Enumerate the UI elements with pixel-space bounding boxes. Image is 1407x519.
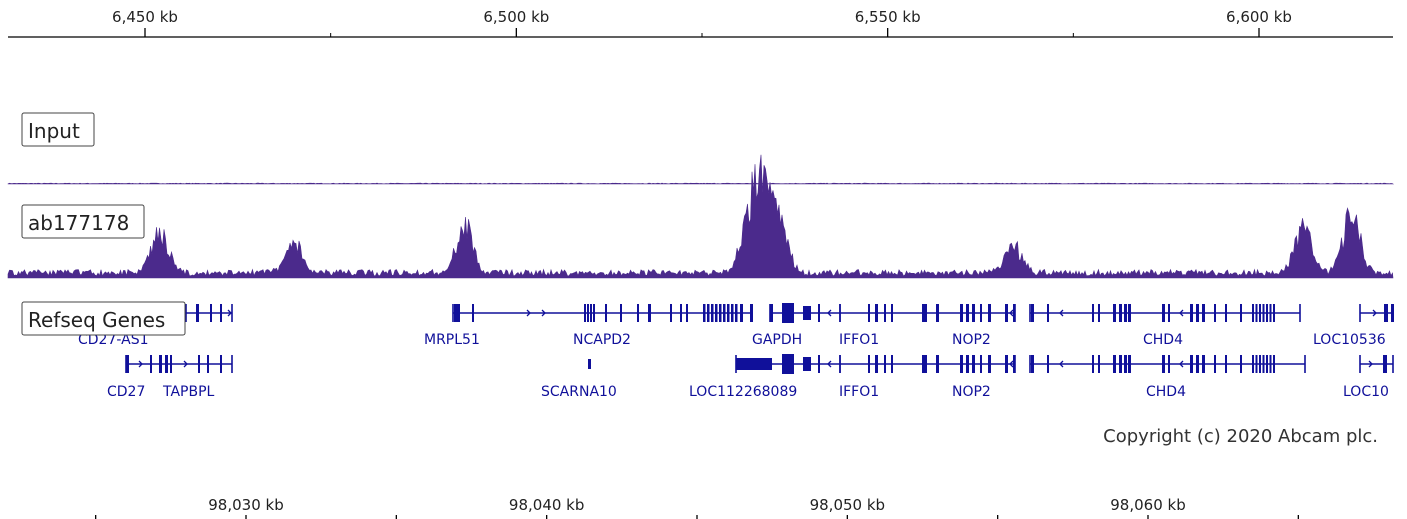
genes-track-label: Refseq Genes [28,308,165,332]
gene-labels-row2: CD27 TAPBPL SCARNA10 LOC112268089 IFFO1 … [107,384,1389,400]
gene-label[interactable]: TAPBPL [162,384,215,400]
gene-models [125,303,1394,374]
bottom-axis-tick-label: 98,060 kb [1110,496,1185,514]
signal-area [7,154,1394,279]
gene-label[interactable]: MRPL51 [424,332,480,348]
input-track-label: Input [28,119,80,143]
chip-track-label-box [21,204,145,239]
bottom-axis-ticks: 98,030 kb 98,040 kb 98,050 kb 98,060 kb [95,496,1299,519]
input-track: Input [7,112,1395,185]
chip-signal [7,154,1394,279]
gene-model[interactable] [839,355,1016,373]
ruler-tick-label: 6,600 kb [1226,8,1292,26]
bottom-axis-tick-label: 98,030 kb [208,496,283,514]
gene-label[interactable]: IFFO1 [839,384,879,400]
gene-model[interactable] [769,303,841,323]
gene-label[interactable]: LOC10 [1343,384,1389,400]
gene-model[interactable] [588,359,591,369]
ruler-tick-label: 6,450 kb [112,8,178,26]
gene-label[interactable]: CHD4 [1146,384,1186,400]
ruler-ticks: 6,450 kb 6,500 kb 6,550 kb 6,600 kb [112,8,1292,37]
gene-model[interactable] [452,304,753,322]
bottom-axis-tick-label: 98,050 kb [810,496,885,514]
gene-label[interactable]: NOP2 [952,384,991,400]
gene-label[interactable]: LOC112268089 [689,384,797,400]
bottom-axis: 98,030 kb 98,040 kb 98,050 kb 98,060 kb [95,496,1299,519]
gene-model[interactable] [735,354,841,374]
gene-label[interactable]: NOP2 [952,332,991,348]
gene-label[interactable]: GAPDH [752,332,802,348]
gene-labels-row1: CD27-AS1 MRPL51 NCAPD2 GAPDH IFFO1 NOP2 … [78,332,1386,348]
bottom-axis-tick-label: 98,040 kb [509,496,584,514]
gene-model[interactable] [1029,304,1301,322]
input-track-label-box [21,112,95,147]
ruler-tick-label: 6,500 kb [483,8,549,26]
gene-label[interactable]: SCARNA10 [541,384,617,400]
top-ruler: 6,450 kb 6,500 kb 6,550 kb 6,600 kb [8,8,1393,38]
gene-label[interactable]: CHD4 [1143,332,1183,348]
gene-model[interactable] [125,355,233,373]
gene-model[interactable] [839,304,1016,322]
gene-label[interactable]: NCAPD2 [573,332,631,348]
gene-label[interactable]: IFFO1 [839,332,879,348]
input-signal [7,182,1395,185]
chip-track: ab177178 [7,154,1394,279]
gene-model[interactable] [1359,355,1394,373]
genes-track-label-box [21,301,186,336]
gene-model[interactable] [185,304,233,322]
gene-model[interactable] [1359,304,1394,322]
gene-label[interactable]: LOC10536 [1313,332,1386,348]
gene-model[interactable] [1029,355,1306,373]
gene-label[interactable]: CD27 [107,384,145,400]
gene-label[interactable]: CD27-AS1 [78,332,149,348]
chip-track-label: ab177178 [28,211,129,235]
copyright-text: Copyright (c) 2020 Abcam plc. [1103,426,1378,447]
ruler-tick-label: 6,550 kb [855,8,921,26]
signal-area [7,182,1395,185]
refseq-genes-track: CD27-AS1 MRPL51 NCAPD2 GAPDH IFFO1 NOP2 … [21,301,1394,400]
